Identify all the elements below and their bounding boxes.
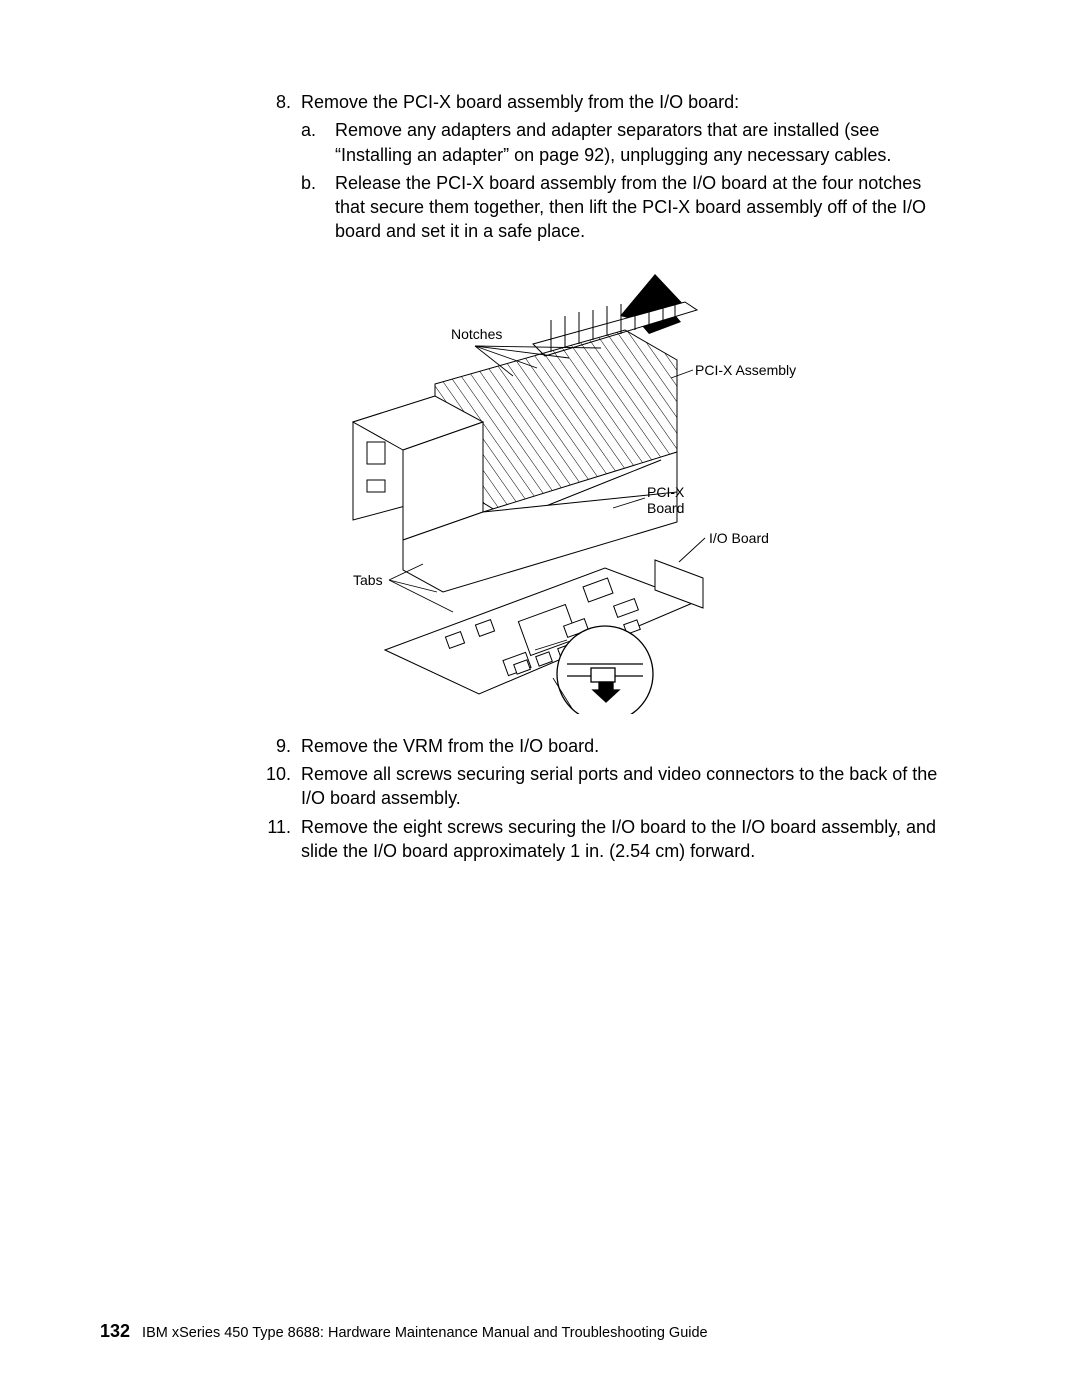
step-number: 9. xyxy=(255,734,301,758)
step-text: Remove the VRM from the I/O board. xyxy=(301,734,945,758)
step-body: Remove the PCI-X board assembly from the… xyxy=(301,90,945,248)
label-io-board: I/O Board xyxy=(709,530,769,546)
page-number: 132 xyxy=(100,1321,130,1342)
page: 8. Remove the PCI-X board assembly from … xyxy=(0,0,1080,1397)
step-10: 10. Remove all screws securing serial po… xyxy=(255,762,945,811)
step-text: Remove the eight screws securing the I/O… xyxy=(301,815,945,864)
step-11: 11. Remove the eight screws securing the… xyxy=(255,815,945,864)
label-pcix-board-1: PCI-X xyxy=(647,484,684,500)
substep-text: Release the PCI-X board assembly from th… xyxy=(335,171,945,244)
label-pcix-assembly: PCI-X Assembly xyxy=(695,362,796,378)
step-9: 9. Remove the VRM from the I/O board. xyxy=(255,734,945,758)
content-column: 8. Remove the PCI-X board assembly from … xyxy=(255,90,945,863)
step-number: 11. xyxy=(255,815,301,864)
pcix-assembly-illustration xyxy=(353,296,697,592)
step-8b: b. Release the PCI-X board assembly from… xyxy=(301,171,945,244)
step-8a: a. Remove any adapters and adapter separ… xyxy=(301,118,945,167)
label-notches: Notches xyxy=(451,326,502,342)
figure-container: Notches PCI-X Assembly PCI-X Board I/O B… xyxy=(255,262,945,714)
procedure-list-continued: 9. Remove the VRM from the I/O board. 10… xyxy=(255,734,945,863)
label-pcix-board-2: Board xyxy=(647,500,684,516)
diagram-svg xyxy=(315,262,785,714)
page-footer: 132 IBM xSeries 450 Type 8688: Hardware … xyxy=(100,1321,708,1342)
io-board-leader xyxy=(679,538,705,562)
substep-number: b. xyxy=(301,171,335,244)
step-text: Remove the PCI-X board assembly from the… xyxy=(301,92,739,112)
sub-list: a. Remove any adapters and adapter separ… xyxy=(301,118,945,243)
step-number: 10. xyxy=(255,762,301,811)
step-8: 8. Remove the PCI-X board assembly from … xyxy=(255,90,945,248)
procedure-list: 8. Remove the PCI-X board assembly from … xyxy=(255,90,945,248)
detail-circle xyxy=(557,626,653,714)
step-text: Remove all screws securing serial ports … xyxy=(301,762,945,811)
pcix-assembly-figure: Notches PCI-X Assembly PCI-X Board I/O B… xyxy=(315,262,785,714)
label-tabs: Tabs xyxy=(353,572,383,588)
step-number: 8. xyxy=(255,90,301,248)
doc-title: IBM xSeries 450 Type 8688: Hardware Main… xyxy=(142,1325,708,1341)
substep-number: a. xyxy=(301,118,335,167)
substep-text: Remove any adapters and adapter separato… xyxy=(335,118,945,167)
